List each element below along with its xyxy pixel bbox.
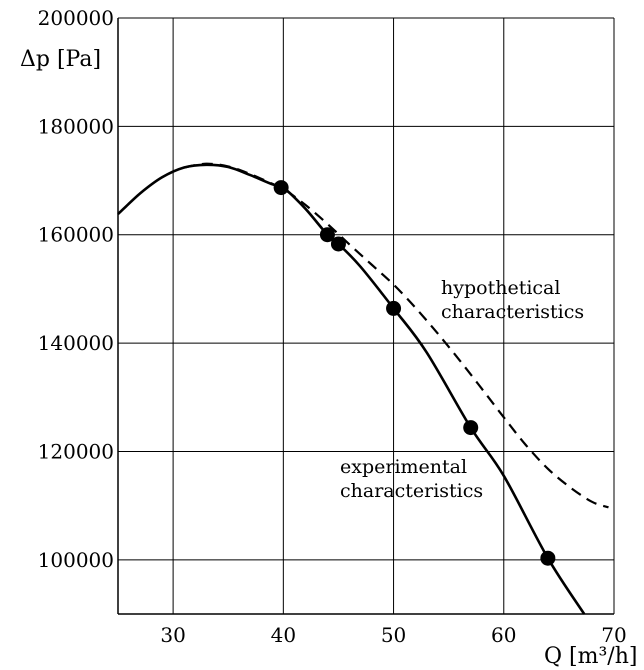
- axes: [117, 18, 614, 615]
- annotation-hypothetical-2: characteristics: [441, 301, 584, 323]
- x-tick-label: 30: [160, 623, 185, 647]
- curves: [117, 162, 609, 615]
- data-point: [540, 550, 556, 566]
- experimental-curve: [117, 163, 586, 615]
- hypothetical-curve: [183, 162, 609, 509]
- x-tick-label: 50: [381, 623, 406, 647]
- x-tick-label: 70: [601, 623, 626, 647]
- data-point: [463, 420, 479, 436]
- y-tick-label: 200000: [38, 6, 114, 30]
- annotation-experimental-1: experimental: [340, 456, 467, 478]
- y-tick-label: 100000: [38, 548, 114, 572]
- annotation-experimental-2: characteristics: [340, 480, 483, 502]
- grid: [118, 17, 615, 614]
- x-tick-label: 60: [491, 623, 516, 647]
- x-tick-label: 40: [271, 623, 296, 647]
- y-tick-label: 140000: [38, 331, 114, 355]
- data-point: [319, 227, 335, 243]
- data-point: [273, 180, 289, 196]
- y-axis-label: Δp [Pa]: [20, 47, 101, 72]
- y-tick-label: 120000: [38, 439, 114, 463]
- y-tick-label: 180000: [38, 114, 114, 138]
- data-point: [386, 300, 402, 316]
- x-axis-label: Q [m³/h]: [544, 644, 637, 669]
- tick-labels: 30 40 50 60 70 100000 120000 140000 160000 180000…: [38, 6, 627, 647]
- data-point: [330, 236, 346, 252]
- y-tick-label: 160000: [38, 223, 114, 247]
- data-markers: [273, 180, 556, 566]
- annotation-hypothetical-1: hypothetical: [441, 277, 560, 299]
